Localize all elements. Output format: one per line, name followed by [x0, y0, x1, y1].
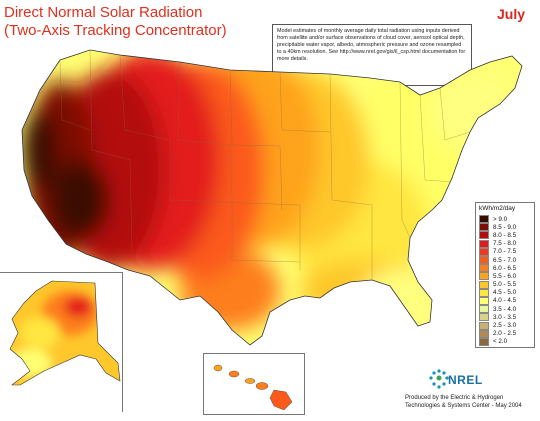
legend-label: 3.0 - 3.5 — [493, 313, 517, 321]
legend-label: 2.5 - 3.0 — [493, 322, 517, 330]
title-line-1: Direct Normal Solar Radiation — [4, 4, 203, 21]
legend-label: 6.5 - 7.0 — [493, 256, 517, 264]
legend-label: 5.0 - 5.5 — [493, 281, 517, 289]
legend-entry: 3.5 - 4.0 — [479, 305, 531, 314]
legend-swatch — [479, 305, 489, 314]
legend-entry: 2.0 - 2.5 — [479, 329, 531, 338]
legend-label: 5.5 - 6.0 — [493, 272, 517, 280]
credit-text: Produced by the Electric & Hydrogen Tech… — [405, 395, 539, 410]
legend-label: 4.0 - 4.5 — [493, 297, 517, 305]
month-label: July — [497, 6, 526, 22]
legend-label: < 2.0 — [493, 338, 508, 346]
nrel-logo-text: NREL — [448, 373, 483, 387]
legend-swatch — [479, 280, 489, 289]
legend-label: > 9.0 — [493, 215, 508, 223]
legend-swatch — [479, 321, 489, 330]
map-title: Direct Normal Solar Radiation (Two-Axis … — [4, 4, 227, 40]
legend-entry: 4.5 - 5.0 — [479, 288, 531, 297]
legend-entry: 8.5 - 9.0 — [479, 223, 531, 232]
legend-label: 8.5 - 9.0 — [493, 223, 517, 231]
legend-entry: > 9.0 — [479, 215, 531, 224]
legend-swatch — [479, 296, 489, 305]
credit-line-2: Technologies & Systems Center - May 2004 — [405, 402, 522, 409]
legend-entry: 5.5 - 6.0 — [479, 272, 531, 281]
nrel-logo-icon — [429, 369, 449, 389]
legend-swatch — [479, 329, 489, 338]
legend-swatch — [479, 215, 489, 224]
title-line-2: (Two-Axis Tracking Concentrator) — [4, 22, 227, 39]
legend-title: kWh/m2/day — [479, 205, 516, 212]
legend-label: 2.0 - 2.5 — [493, 330, 517, 338]
legend-label: 8.0 - 8.5 — [493, 231, 517, 239]
legend: kWh/m2/day > 9.0 8.5 - 9.0 8.0 - 8.5 7.5 - … — [475, 202, 535, 348]
legend-swatch — [479, 313, 489, 322]
alaska-inset — [0, 272, 123, 412]
legend-label: 3.5 - 4.0 — [493, 305, 517, 313]
legend-entry: 6.0 - 6.5 — [479, 264, 531, 273]
legend-entry: 7.0 - 7.5 — [479, 247, 531, 256]
legend-entry: 3.0 - 3.5 — [479, 313, 531, 322]
legend-swatch — [479, 264, 489, 273]
legend-entry: 7.5 - 8.0 — [479, 239, 531, 248]
legend-label: 7.5 - 8.0 — [493, 240, 517, 248]
legend-entry: 4.0 - 4.5 — [479, 296, 531, 305]
legend-swatch — [479, 231, 489, 240]
legend-entry: 8.0 - 8.5 — [479, 231, 531, 240]
us-outline — [21, 49, 523, 346]
legend-swatch — [479, 288, 489, 297]
legend-swatch — [479, 272, 489, 281]
alaska-map — [9, 280, 121, 386]
credit-line-1: Produced by the Electric & Hydrogen — [405, 395, 504, 401]
hawaii-map — [213, 364, 293, 411]
legend-label: 4.5 - 5.0 — [493, 289, 517, 297]
legend-label: 7.0 - 7.5 — [493, 248, 517, 256]
legend-label: 6.0 - 6.5 — [493, 264, 517, 272]
legend-swatch — [479, 256, 489, 265]
state-borders — [59, 50, 471, 280]
legend-swatch — [479, 223, 489, 232]
legend-swatch — [479, 247, 489, 256]
legend-entry: 2.5 - 3.0 — [479, 321, 531, 330]
legend-swatch — [479, 337, 489, 346]
legend-swatch — [479, 239, 489, 248]
legend-entry: 5.0 - 5.5 — [479, 280, 531, 289]
hawaii-inset — [203, 353, 305, 415]
legend-entries: > 9.0 8.5 - 9.0 8.0 - 8.5 7.5 - 8.0 7.0 - 7.… — [479, 215, 531, 346]
legend-entry: 6.5 - 7.0 — [479, 256, 531, 265]
legend-entry: < 2.0 — [479, 337, 531, 346]
